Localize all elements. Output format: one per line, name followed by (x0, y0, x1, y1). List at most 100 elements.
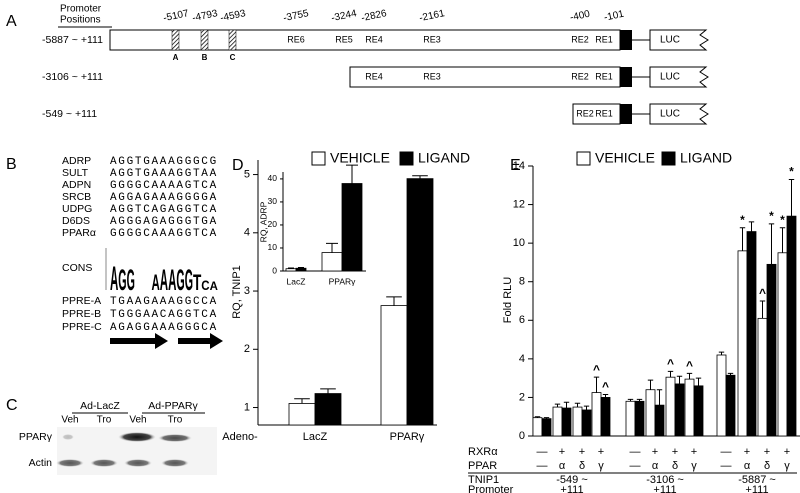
row-value: δ (672, 460, 678, 472)
error-bar (656, 389, 663, 406)
row-value: + (764, 446, 770, 458)
error-bar (534, 416, 541, 418)
construct-label: -3106 ~ +111 (42, 71, 103, 83)
row-value: + (559, 446, 565, 458)
bar (737, 250, 748, 437)
logo-letter: G (118, 264, 126, 297)
logo-letter: A (168, 264, 176, 297)
tata-box (620, 30, 632, 50)
response-element: RE3 (423, 34, 441, 44)
bar (406, 178, 434, 426)
band (124, 459, 152, 467)
band (161, 459, 189, 467)
band (62, 434, 74, 440)
sequence: AGGTGAAAGGGCG (110, 156, 218, 168)
bar (674, 383, 685, 437)
row-label: PPAR (468, 460, 497, 472)
arrow (178, 333, 223, 349)
error-bar (346, 164, 358, 184)
bar (684, 378, 695, 437)
y-tick-label: 1 (244, 401, 250, 413)
sequence: GGGGCAAAAGTCA (110, 180, 218, 192)
row-value: α (744, 460, 751, 472)
reporter-box (649, 66, 709, 88)
bar (288, 403, 316, 426)
group-label: +111 (560, 484, 583, 493)
row-value: α (652, 460, 659, 472)
sequence: AGGTGAAAGGTAA (110, 168, 218, 180)
row-value: γ (691, 460, 697, 472)
logo-letter: C (201, 277, 209, 293)
x-tick-label: LacZ (303, 431, 328, 443)
legend-swatch (576, 151, 591, 166)
legend-label: VEHICLE (330, 150, 390, 166)
y-tick-label: 4 (244, 227, 250, 239)
panel-label: C (6, 397, 18, 414)
position-label: -3244 (330, 8, 358, 24)
group-title: Promoter (468, 484, 514, 493)
band (56, 459, 84, 467)
bar (725, 374, 736, 437)
error-bar (412, 175, 428, 179)
error-bar (583, 405, 590, 410)
error-bar (727, 372, 734, 376)
response-element: RE4 (365, 34, 383, 44)
sequence: TGAAGAAAGGCCA (110, 296, 218, 308)
reporter-label: LUC (660, 109, 680, 120)
bar (581, 409, 592, 437)
error-bar (768, 223, 775, 265)
site-label: A (173, 53, 179, 62)
panel-label: B (6, 156, 17, 173)
y-tick-label: 0 (519, 430, 525, 442)
sequence: AGGTCAGAGGTCA (110, 204, 218, 216)
tata-box (620, 67, 632, 87)
response-element: RE5 (335, 34, 353, 44)
y-tick-label: 12 (513, 198, 525, 210)
error-bar (563, 401, 570, 409)
annotation: ^ (667, 357, 674, 371)
row-value: + (691, 446, 697, 458)
header: Positions (60, 15, 101, 26)
legend-label: LIGAND (418, 150, 470, 166)
annotation: * (789, 165, 794, 179)
error-bar (627, 398, 634, 402)
panel-label: D (232, 157, 244, 174)
bar (786, 215, 797, 437)
row-label: Actin (29, 457, 53, 469)
group-label: Ad-LacZ (80, 400, 120, 412)
band (158, 434, 192, 442)
row-label: PPARγ (19, 431, 53, 443)
legend-swatch (399, 151, 414, 166)
bar (634, 400, 645, 437)
error-bar (748, 221, 755, 232)
error-bar (386, 296, 402, 306)
position-label: -4793 (191, 8, 219, 24)
row-value: — (721, 460, 732, 472)
position-label: -2161 (418, 8, 446, 24)
row-value: δ (764, 460, 770, 472)
annotation: ^ (759, 286, 766, 300)
position-label: -2826 (360, 8, 388, 24)
y-tick-label: 10 (513, 237, 525, 249)
site-box (200, 29, 209, 51)
bar (716, 354, 727, 437)
site-label: C (230, 53, 236, 62)
bar (777, 252, 788, 437)
y-axis-label: RQ, ADRP (258, 201, 268, 242)
error-bar (779, 227, 786, 253)
reporter-box (649, 103, 709, 125)
bar (285, 268, 297, 272)
row-value: — (537, 446, 548, 458)
annotation: * (740, 213, 745, 227)
y-tick-label: 5 (244, 168, 250, 180)
bar (314, 393, 342, 426)
row-value: α (559, 460, 566, 472)
logo-letter: A (160, 264, 168, 297)
row-value: + (652, 446, 658, 458)
row-value: + (579, 446, 585, 458)
position-label: -3755 (282, 8, 310, 24)
sequence-name: ADPN (62, 179, 91, 191)
site-box (171, 29, 180, 51)
group-label: -3106 ~ (646, 474, 684, 486)
bar (591, 392, 602, 437)
